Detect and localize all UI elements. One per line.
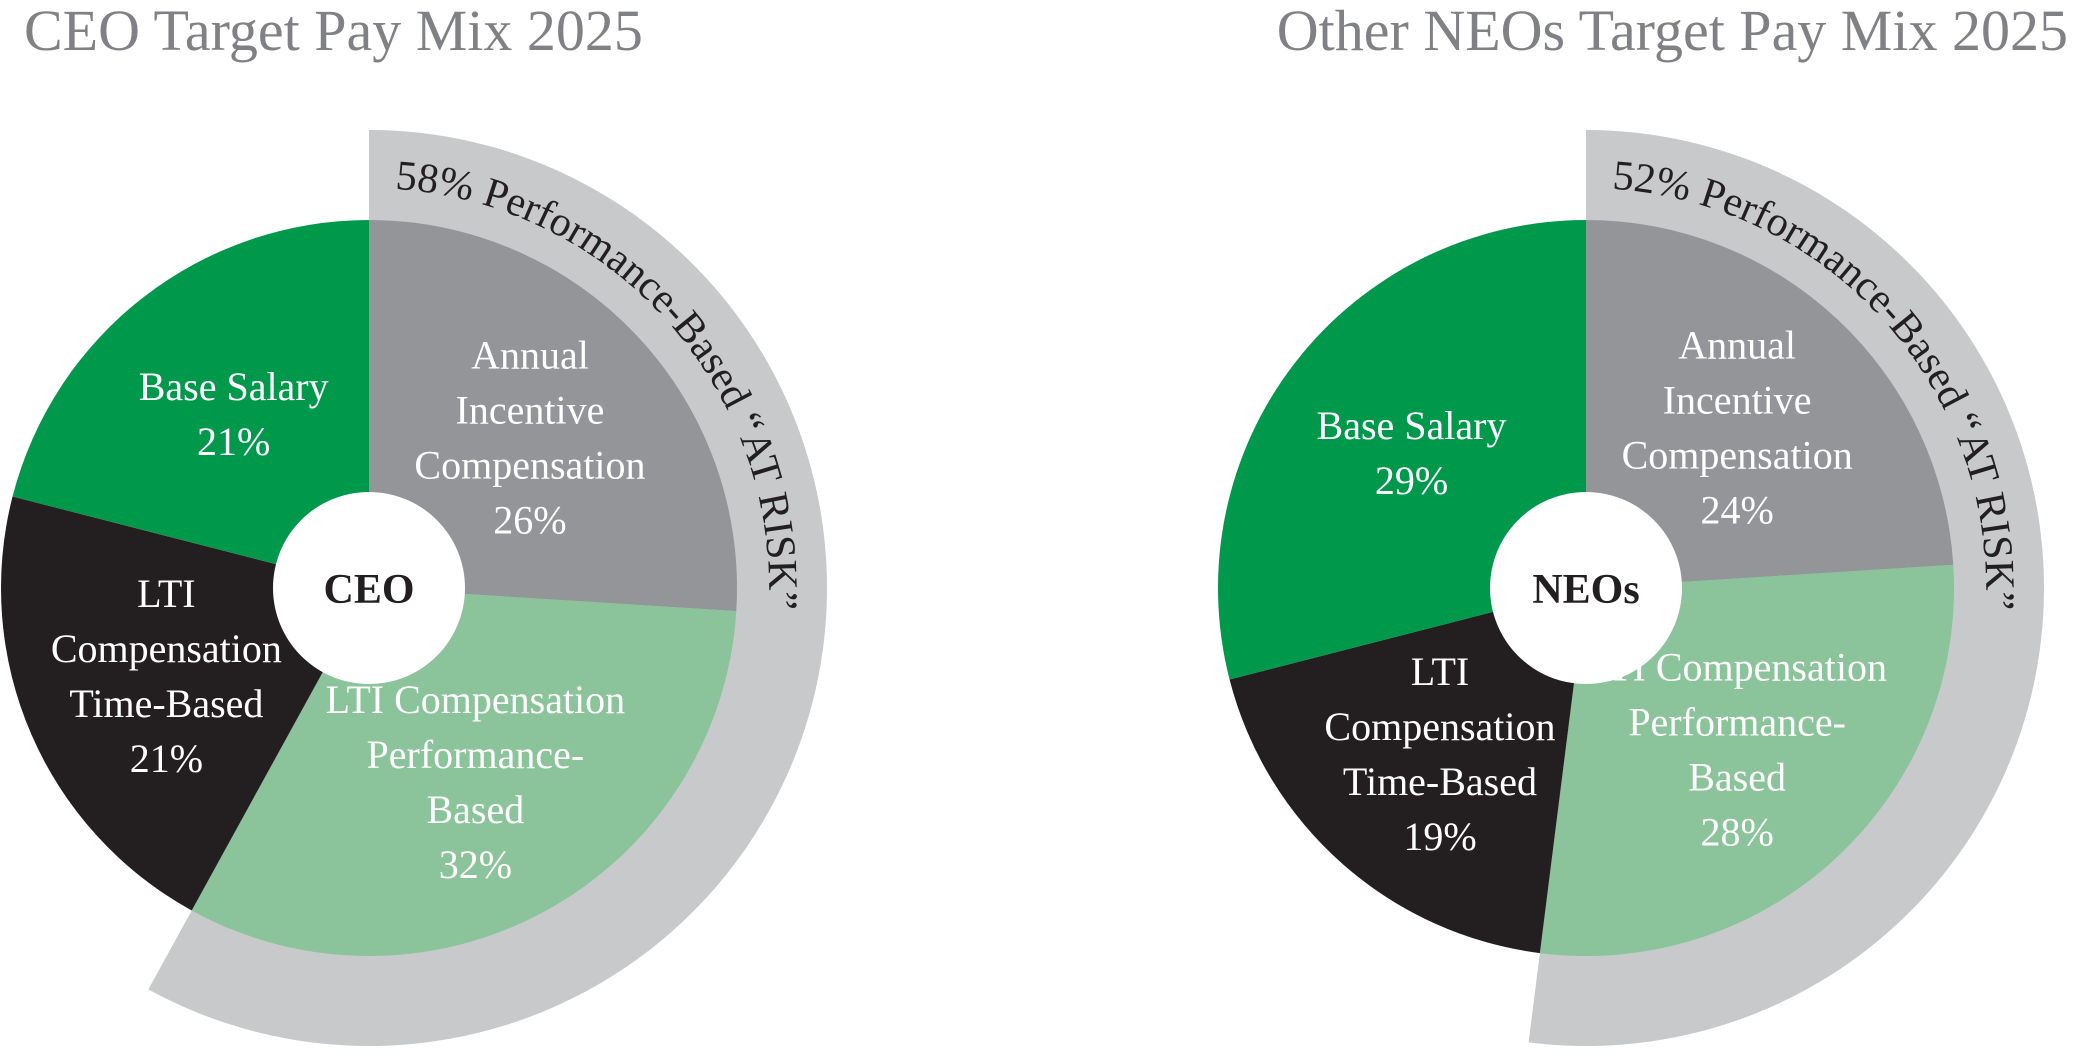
center-hole xyxy=(273,492,465,684)
slice-category: Annual Incentive Compensation xyxy=(414,332,645,487)
slice-value-label: 21% xyxy=(130,736,203,781)
pie-slice xyxy=(1586,220,1954,588)
slice-value-label: 19% xyxy=(1403,814,1476,859)
pie-slice xyxy=(191,588,737,956)
slice-category: LTI Compensation Performance-Based xyxy=(326,677,626,832)
slice-value-label: 26% xyxy=(493,497,566,542)
center-label: NEOs xyxy=(1532,567,1639,613)
slice-value-label: 24% xyxy=(1700,488,1773,533)
pie-slice xyxy=(369,220,738,612)
slice-value-label: 29% xyxy=(1375,458,1448,503)
center-label: CEO xyxy=(323,567,414,613)
slice-category: LTI Compensation Time-Based xyxy=(1324,649,1555,804)
pie-chart: 52% Performance-Based “AT RISK”Annual Inc… xyxy=(1218,130,2044,1046)
slice-value-label: 32% xyxy=(439,842,512,887)
slice-category: Base Salary xyxy=(139,364,329,409)
chart-title: Other NEOs Target Pay Mix 2025 xyxy=(1277,0,2068,63)
pie-chart: 58% Performance-Based “AT RISK”Annual Inc… xyxy=(0,130,827,1046)
slice-value-label: 28% xyxy=(1700,809,1773,854)
chart-title: CEO Target Pay Mix 2025 xyxy=(24,0,643,63)
slice-category: Annual Incentive Compensation xyxy=(1622,323,1853,478)
center-hole xyxy=(1490,492,1682,684)
pie-slice xyxy=(12,220,369,588)
slice-category: Base Salary xyxy=(1317,403,1507,448)
slice-value-label: 21% xyxy=(197,419,270,464)
slice-category: LTI Compensation Time-Based xyxy=(51,571,282,726)
pie-slice xyxy=(1229,588,1586,954)
